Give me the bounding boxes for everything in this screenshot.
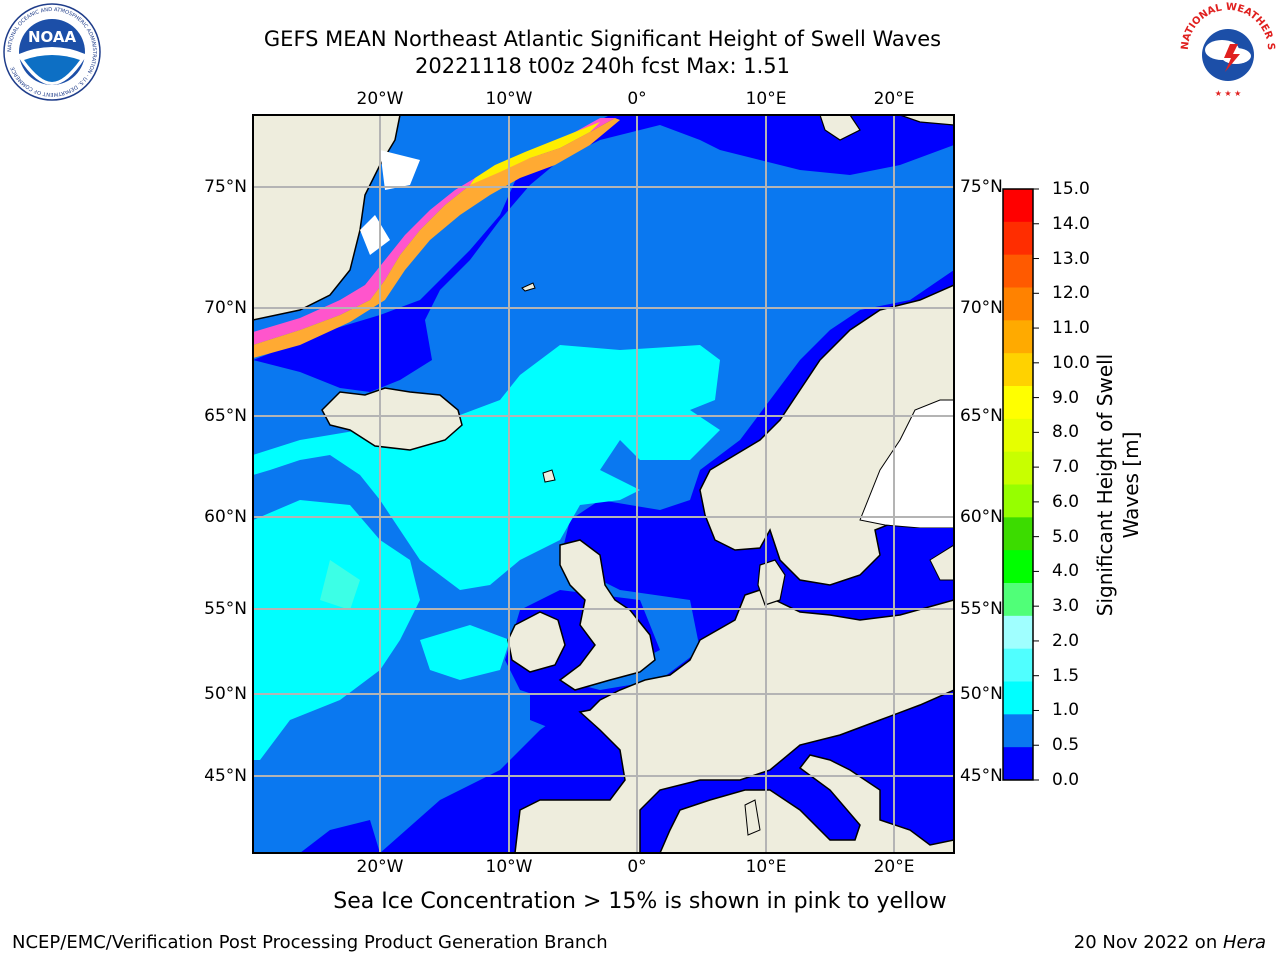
lat-tick-right: 50°N: [960, 684, 1003, 704]
noaa-logo: NOAA NATIONAL OCEANIC AND ATMOSPHERIC AD…: [3, 3, 101, 101]
lat-tick-left: 70°N: [204, 298, 247, 318]
colorbar-tick-label: 6.0: [1052, 491, 1080, 512]
low-swell-zone-north: [253, 115, 954, 392]
colorbar-tick-label: 0.5: [1052, 735, 1080, 756]
colorbar-title: Significant Height of Swell Waves [m]: [1092, 354, 1144, 616]
colorbar-swatch: [1003, 747, 1033, 781]
colorbar-title-line1: Significant Height of Swell: [1093, 353, 1117, 617]
lat-tick-left: 50°N: [204, 684, 247, 704]
colorbar-tick-label: 1.0: [1052, 700, 1080, 721]
colorbar-title-line2: Waves [m]: [1119, 431, 1143, 539]
colorbar-frame: [1002, 188, 1034, 781]
lat-tick-left: 75°N: [204, 177, 247, 197]
chart-title: GEFS MEAN Northeast Atlantic Significant…: [263, 27, 942, 51]
colorbar-tick-label: 0.0: [1052, 770, 1080, 790]
colorbar-tick-label: 7.0: [1052, 457, 1080, 478]
colorbar-tick-label: 13.0: [1052, 248, 1090, 269]
lon-tick-top: 0°: [627, 89, 647, 109]
colorbar-tick-label: 1.5: [1052, 665, 1080, 686]
lat-tick-right: 60°N: [960, 507, 1003, 527]
colorbar-swatch: [1003, 353, 1033, 387]
colorbar-tick-label: 15.0: [1052, 179, 1090, 199]
mid-swell-zone-central: [253, 345, 720, 590]
lon-tick-bottom: 10°E: [745, 857, 787, 877]
producer-credit: NCEP/EMC/Verification Post Processing Pr…: [12, 932, 608, 953]
lat-tick-left: 65°N: [204, 406, 247, 426]
lat-tick-right: 70°N: [960, 298, 1003, 318]
lon-tick-bottom: 20°W: [356, 857, 404, 877]
machine-name: Hera: [1222, 932, 1266, 953]
colorbar-tick-label: 12.0: [1052, 283, 1090, 304]
sea-ice-note: Sea Ice Concentration > 15% is shown in …: [333, 889, 947, 914]
colorbar-swatch: [1003, 681, 1033, 715]
lat-tick-left: 45°N: [204, 766, 247, 786]
colorbar-tick-label: 8.0: [1052, 422, 1080, 443]
colorbar-tick-label: 5.0: [1052, 526, 1080, 547]
generation-date-text: 20 Nov 2022 on: [1073, 932, 1223, 953]
chart-subtitle: 20221118 t00z 240h fcst Max: 1.51: [415, 54, 790, 78]
generation-date: 20 Nov 2022 on Hera: [1074, 932, 1266, 953]
noaa-logo-text: NOAA: [28, 28, 77, 46]
lat-tick-right: 75°N: [960, 177, 1003, 197]
graticule: [253, 115, 954, 853]
svg-text:★ ★ ★: ★ ★ ★: [1215, 89, 1242, 98]
lat-tick-left: 60°N: [204, 507, 247, 527]
lon-tick-bottom: 0°: [627, 857, 647, 877]
colorbar-tick-label: 10.0: [1052, 352, 1090, 373]
colorbar-swatch: [1003, 221, 1033, 256]
colorbar-tick-label: 14.0: [1052, 213, 1090, 234]
colorbar-swatch: [1003, 517, 1033, 551]
colorbar-tick-label: 2.0: [1052, 630, 1080, 651]
colorbar-swatch: [1003, 320, 1033, 354]
colorbar-swatch: [1003, 287, 1033, 321]
colorbar-swatch: [1003, 484, 1033, 518]
colorbar-swatch: [1003, 714, 1033, 748]
map-frame: [252, 114, 955, 854]
national-weather-service-logo: NATIONAL WEATHER SERVICE ★ ★ ★: [1178, 0, 1276, 98]
colorbar-swatch: [1003, 254, 1033, 288]
colorbar-swatch: [1003, 386, 1033, 420]
lat-tick-right: 45°N: [960, 766, 1003, 786]
colorbar: [1003, 188, 1039, 781]
colorbar-tick-label: 11.0: [1052, 318, 1090, 339]
colorbar-swatch: [1003, 583, 1033, 617]
colorbar-swatch: [1003, 648, 1033, 682]
lon-tick-top: 20°W: [356, 89, 404, 109]
lon-tick-top: 10°E: [745, 89, 787, 109]
lat-tick-left: 55°N: [204, 599, 247, 619]
lat-tick-right: 55°N: [960, 599, 1003, 619]
colorbar-tick-label: 3.0: [1052, 596, 1080, 617]
iceland-land: [321, 387, 463, 451]
colorbar-swatch: [1003, 615, 1033, 650]
colorbar-tick-label: 4.0: [1052, 561, 1080, 582]
lon-tick-top: 20°E: [873, 89, 915, 109]
lon-tick-bottom: 10°W: [485, 857, 533, 877]
colorbar-swatch: [1003, 418, 1033, 453]
sea-ice-band: [253, 118, 615, 345]
lat-tick-right: 65°N: [960, 406, 1003, 426]
colorbar-swatch: [1003, 550, 1033, 584]
colorbar-swatch: [1003, 451, 1033, 485]
lon-tick-top: 10°W: [485, 89, 533, 109]
great-britain-land: [558, 539, 656, 691]
colorbar-tick-label: 9.0: [1052, 387, 1080, 408]
lon-tick-bottom: 20°E: [873, 857, 915, 877]
colorbar-swatch: [1003, 189, 1033, 223]
